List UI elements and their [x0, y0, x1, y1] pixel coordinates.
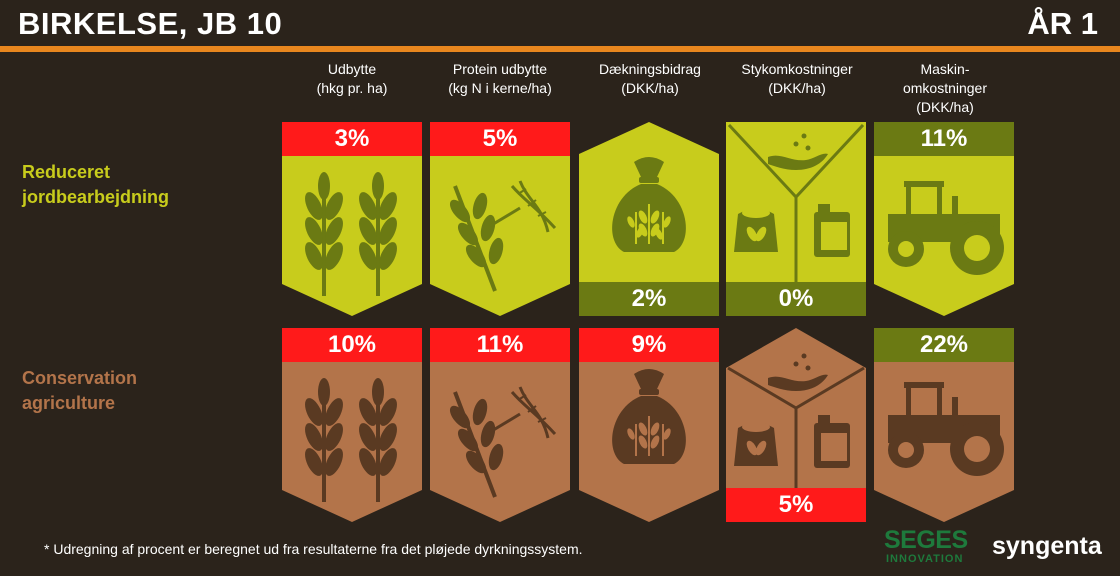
- value-daekningsbidrag-conservation: 9%: [579, 328, 719, 362]
- footnote: * Udregning af procent er beregnet ud fr…: [44, 541, 583, 557]
- value-udbytte-conservation: 10%: [282, 328, 422, 362]
- wheat-icon: [305, 172, 397, 296]
- wheat-dna-icon: [449, 386, 557, 498]
- page-title: BIRKELSE, JB 10: [18, 6, 283, 41]
- header-divider: [0, 46, 1120, 52]
- value-protein-conservation: 11%: [430, 328, 570, 362]
- seges-logo-subtitle: INNOVATION: [886, 553, 964, 565]
- tile-protein-reduceret: [430, 156, 570, 316]
- syngenta-logo: syngenta: [992, 532, 1102, 560]
- tile-udbytte-conservation: [282, 362, 422, 522]
- tile-protein-conservation: [430, 362, 570, 522]
- fertilizer-bag-icon: [734, 422, 778, 466]
- column-header-stykomkostninger: Stykomkostninger (DKK/ha): [741, 61, 853, 96]
- row-label-reduceret: Reduceret jordbearbejdning: [22, 162, 170, 207]
- value-stykomkostninger-conservation: 5%: [726, 488, 866, 522]
- canister-icon: [814, 415, 850, 468]
- tractor-icon: [888, 382, 1004, 476]
- canister-icon: [814, 204, 850, 257]
- wheat-icon: [305, 378, 397, 502]
- hand-seed-icon: [768, 133, 828, 170]
- tile-daekningsbidrag-reduceret: [579, 122, 719, 282]
- value-daekningsbidrag-reduceret: 2%: [579, 282, 719, 316]
- tile-stykomkostninger-reduceret: [726, 122, 866, 282]
- seges-logo: SEGES: [884, 526, 968, 554]
- value-protein-reduceret: 5%: [430, 122, 570, 156]
- column-header-udbytte: Udbytte (hkg pr. ha): [316, 61, 388, 96]
- wheat-dna-icon: [449, 180, 557, 292]
- value-maskinomkostninger-conservation: 22%: [874, 328, 1014, 362]
- column-header-daekningsbidrag: Dækningsbidrag (DKK/ha): [599, 61, 701, 96]
- tile-daekningsbidrag-conservation: [579, 362, 719, 522]
- tile-maskinomkostninger-reduceret: [874, 156, 1014, 316]
- tile-maskinomkostninger-conservation: [874, 362, 1014, 522]
- header-bar: BIRKELSE, JB 10 ÅR 1: [0, 0, 1120, 46]
- value-maskinomkostninger-reduceret: 11%: [874, 122, 1014, 156]
- value-udbytte-reduceret: 3%: [282, 122, 422, 156]
- column-header-maskinomkostninger: Maskin- omkostninger (DKK/ha): [902, 61, 988, 115]
- tile-udbytte-reduceret: [282, 156, 422, 316]
- hand-seed-icon: [768, 353, 828, 391]
- fertilizer-bag-icon: [734, 208, 778, 252]
- tile-stykomkostninger-conservation: [726, 328, 866, 488]
- value-stykomkostninger-reduceret: 0%: [726, 282, 866, 316]
- row-label-conservation: Conservation agriculture: [22, 368, 138, 413]
- tractor-icon: [888, 181, 1004, 275]
- column-header-protein: Protein udbytte (kg N i kerne/ha): [448, 61, 552, 96]
- year-label: ÅR 1: [1027, 6, 1098, 41]
